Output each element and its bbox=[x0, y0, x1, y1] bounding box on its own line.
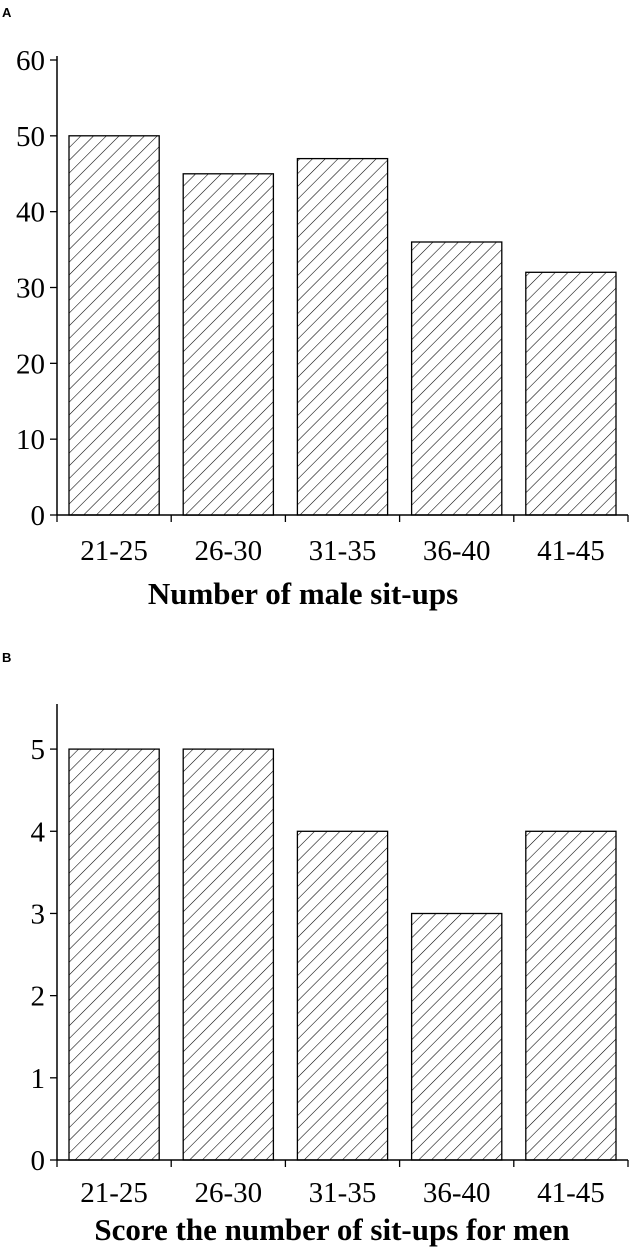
x-axis-title-b: Score the number of sit-ups for men bbox=[94, 1212, 569, 1247]
x-tick-label-b: 21-25 bbox=[80, 1177, 148, 1209]
x-tick-label-b: 41-45 bbox=[537, 1177, 605, 1209]
axes-a bbox=[50, 56, 629, 522]
bar-b-36-40 bbox=[410, 912, 503, 1161]
bar-b-41-45 bbox=[525, 830, 617, 1161]
bar-a-26-30 bbox=[182, 173, 275, 516]
y-tick-label-b: 5 bbox=[31, 734, 46, 766]
axes-b bbox=[50, 704, 629, 1167]
x-axis-title-a: Number of male sit-ups bbox=[148, 576, 458, 611]
y-tick-label-a: 20 bbox=[16, 348, 45, 380]
x-tick-label-b: 26-30 bbox=[194, 1177, 262, 1209]
x-tick-labels-b: 21-25 26-30 31-35 36-40 41-45 bbox=[80, 1177, 604, 1209]
panel-label-b: B bbox=[2, 650, 11, 665]
y-tick-labels-a: 0 10 20 30 40 50 60 bbox=[16, 45, 45, 532]
x-tick-label-a: 26-30 bbox=[194, 535, 262, 567]
bars-group-a bbox=[68, 135, 617, 516]
x-tick-label-a: 41-45 bbox=[537, 535, 605, 567]
y-tick-labels-b: 0 1 2 3 4 5 bbox=[31, 734, 46, 1177]
y-tick-label-a: 10 bbox=[16, 424, 45, 456]
bar-a-41-45 bbox=[525, 271, 617, 516]
y-tick-label-a: 60 bbox=[16, 45, 45, 77]
y-tick-label-b: 2 bbox=[31, 981, 46, 1013]
x-tick-label-a: 36-40 bbox=[423, 535, 491, 567]
y-tick-label-a: 30 bbox=[16, 273, 45, 305]
y-tick-label-b: 3 bbox=[31, 899, 46, 931]
y-tick-label-b: 0 bbox=[31, 1145, 46, 1177]
y-tick-label-a: 0 bbox=[31, 500, 46, 532]
x-tick-label-b: 31-35 bbox=[309, 1177, 377, 1209]
panel-label-a: A bbox=[2, 5, 12, 20]
y-tick-label-b: 1 bbox=[31, 1063, 46, 1095]
y-tick-label-a: 50 bbox=[16, 121, 45, 153]
x-tick-labels-a: 21-25 26-30 31-35 36-40 41-45 bbox=[80, 535, 604, 567]
y-tick-label-a: 40 bbox=[16, 197, 45, 229]
x-tick-label-a: 31-35 bbox=[309, 535, 377, 567]
bars-group-b bbox=[68, 748, 617, 1161]
x-tick-label-a: 21-25 bbox=[80, 535, 148, 567]
bar-b-26-30 bbox=[182, 748, 275, 1161]
chart-panel-a: A 0 10 20 30 40 50 60 21-25 26-30 31-35 36-40 41-4… bbox=[2, 5, 629, 611]
x-tick-label-b: 36-40 bbox=[423, 1177, 491, 1209]
bar-a-31-35 bbox=[296, 157, 389, 516]
bar-a-21-25 bbox=[68, 135, 160, 516]
bar-a-36-40 bbox=[410, 241, 503, 516]
bar-b-21-25 bbox=[68, 748, 160, 1161]
chart-panel-b: B 0 1 2 3 4 5 21-25 26-30 31-35 36-40 41-45 Score… bbox=[2, 650, 629, 1247]
y-tick-label-b: 4 bbox=[31, 816, 46, 848]
bar-b-31-35 bbox=[296, 830, 389, 1161]
